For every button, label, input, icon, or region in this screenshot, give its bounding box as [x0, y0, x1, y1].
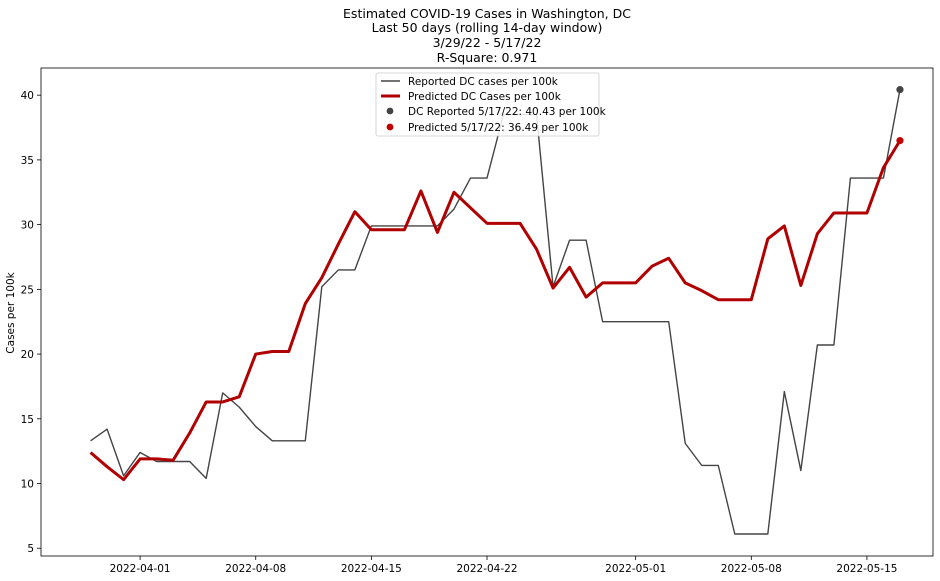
legend-label-predicted: Predicted DC Cases per 100k [408, 91, 562, 103]
x-tick-label: 2022-04-15 [341, 563, 402, 575]
plot-frame [40, 67, 934, 557]
y-tick-label: 20 [21, 349, 34, 361]
x-tick-label: 2022-05-08 [721, 563, 782, 575]
legend: Reported DC cases per 100k Predicted DC C… [375, 72, 607, 137]
y-tick-label: 15 [21, 414, 34, 426]
x-tick-label: 2022-04-01 [110, 563, 171, 575]
y-tick-label: 35 [21, 155, 34, 167]
x-tick-label: 2022-04-08 [225, 563, 286, 575]
x-tick-label: 2022-04-22 [456, 563, 517, 575]
legend-label-reported: Reported DC cases per 100k [408, 76, 559, 88]
legend-marker-endpoint-1 [386, 123, 394, 131]
y-axis-label: Cases per 100k [5, 271, 17, 353]
legend-marker-endpoint-0 [386, 107, 394, 115]
y-tick-label: 30 [21, 220, 34, 232]
plot-area: 5 10 15 20 25 30 35 40 2022-04-01 2022-04-08 2022-… [21, 67, 934, 575]
series-line-predicted [89, 139, 902, 482]
legend-label-endpoint-1: Predicted 5/17/22: 36.49 per 100k [408, 122, 589, 134]
y-tick-label: 5 [27, 543, 34, 555]
reported-endpoint-marker [896, 86, 904, 94]
y-tick-label: 25 [21, 284, 34, 296]
title-line-2: Last 50 days (rolling 14-day window) [372, 20, 603, 35]
series-line-reported [90, 89, 901, 535]
title-line-3: 3/29/22 - 5/17/22 [433, 35, 542, 50]
legend-box [375, 72, 600, 137]
title-line-1: Estimated COVID-19 Cases in Washington, … [343, 6, 631, 21]
legend-label-endpoint-0: DC Reported 5/17/22: 40.43 per 100k [408, 106, 607, 118]
x-tick-label: 2022-05-15 [836, 563, 897, 575]
x-tick-label: 2022-05-01 [605, 563, 666, 575]
y-tick-label: 40 [21, 90, 34, 102]
title-line-4: R-Square: 0.971 [437, 50, 538, 65]
chart-title: Estimated COVID-19 Cases in Washington, … [343, 6, 631, 65]
y-tick-label: 10 [21, 479, 34, 491]
predicted-endpoint-marker [896, 137, 904, 145]
